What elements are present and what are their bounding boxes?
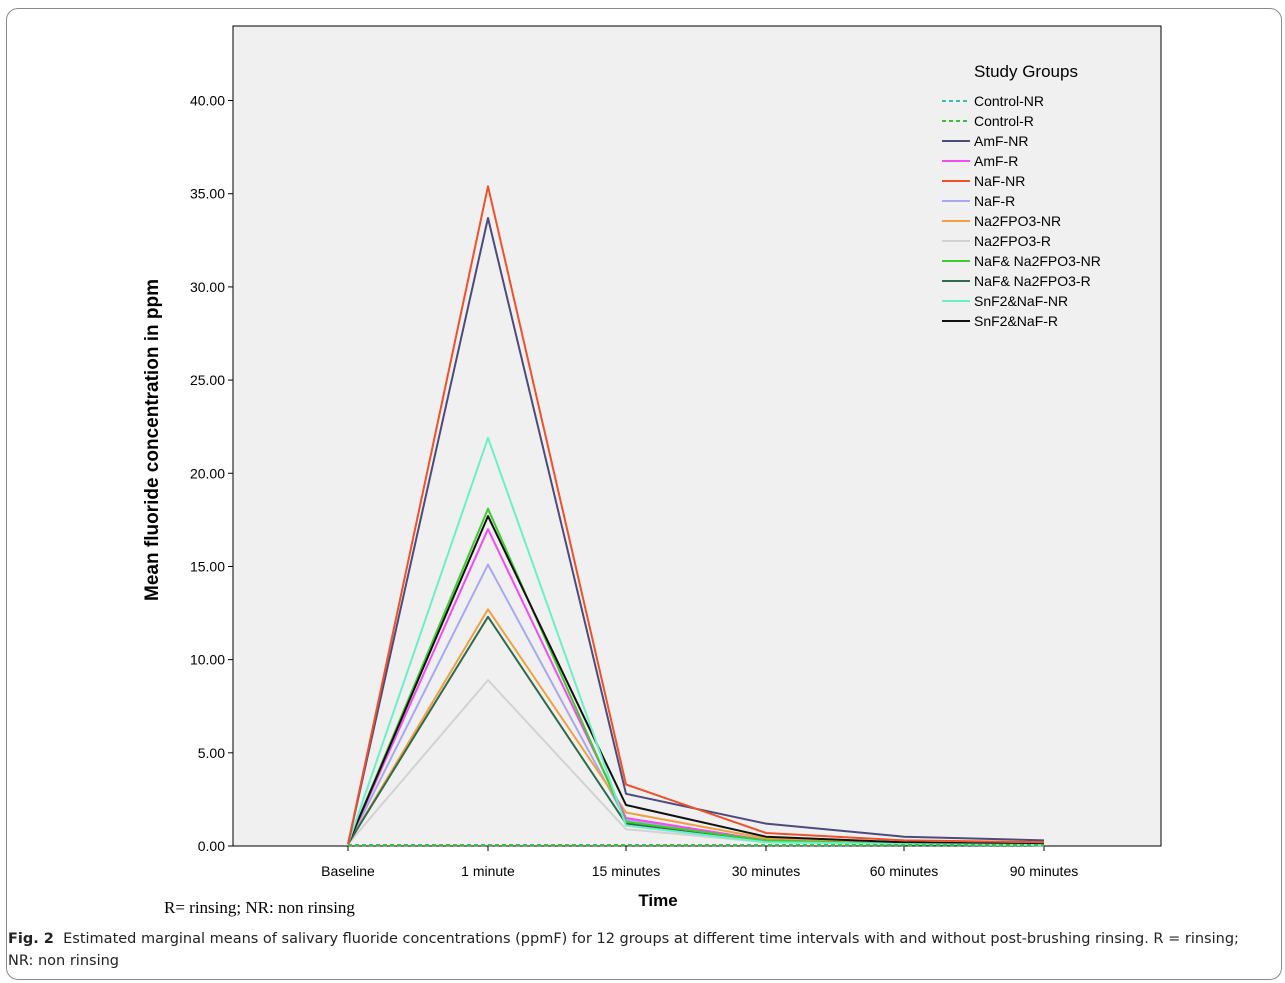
x-axis-label: Time	[638, 891, 677, 910]
x-axis: Baseline 1 minute 15 minutes 30 minutes 60 m…	[321, 846, 1078, 879]
series-line	[347, 436, 1045, 847]
legend-label: Na2FPO3-NR	[974, 213, 1061, 229]
y-tick-label: 0.00	[198, 838, 225, 854]
x-tick-label: 90 minutes	[1010, 863, 1078, 879]
legend-label: AmF-R	[974, 153, 1018, 169]
series-lines	[347, 185, 1045, 847]
legend-label: NaF-NR	[974, 173, 1025, 189]
y-axis: 0.00 5.00 10.00 15.00 20.00 25.00 30.00 35.00 40…	[190, 93, 233, 854]
x-tick-label: 15 minutes	[592, 863, 660, 879]
caption-label: Fig. 2	[8, 931, 54, 947]
y-tick-label: 35.00	[190, 186, 225, 202]
y-tick-label: 20.00	[190, 465, 225, 481]
legend-label: NaF& Na2FPO3-NR	[974, 253, 1101, 269]
legend-title: Study Groups	[974, 62, 1078, 81]
x-tick-label: 1 minute	[461, 863, 515, 879]
legend-label: SnF2&NaF-NR	[974, 293, 1068, 309]
series-line	[347, 185, 1045, 845]
x-tick-label: Baseline	[321, 863, 375, 879]
legend-label: NaF& Na2FPO3-R	[974, 273, 1091, 289]
legend-label: Na2FPO3-R	[974, 233, 1051, 249]
series-line	[347, 515, 1045, 846]
legend-label: Control-R	[974, 113, 1034, 129]
legend-label: AmF-NR	[974, 133, 1028, 149]
y-tick-label: 15.00	[190, 558, 225, 574]
y-tick-label: 10.00	[190, 652, 225, 668]
legend-label: SnF2&NaF-R	[974, 313, 1058, 329]
y-axis-label: Mean fluoride concentration in ppm	[142, 279, 163, 601]
x-tick-label: 30 minutes	[732, 863, 800, 879]
x-tick-label: 60 minutes	[870, 863, 938, 879]
caption-text: Estimated marginal means of salivary flu…	[8, 931, 1239, 969]
y-tick-label: 25.00	[190, 372, 225, 388]
y-tick-label: 40.00	[190, 93, 225, 109]
legend: Study Groups Control-NR Control-R AmF-NR Am…	[942, 62, 1101, 329]
legend-label: Control-NR	[974, 93, 1044, 109]
figure-frame	[6, 8, 1282, 980]
figure-caption: Fig. 2 Estimated marginal means of saliv…	[8, 928, 1263, 972]
plot-area	[232, 25, 1162, 847]
y-tick-label: 30.00	[190, 279, 225, 295]
abbreviation-note: R= rinsing; NR: non rinsing	[164, 898, 355, 917]
y-tick-label: 5.00	[198, 745, 225, 761]
legend-label: NaF-R	[974, 193, 1015, 209]
